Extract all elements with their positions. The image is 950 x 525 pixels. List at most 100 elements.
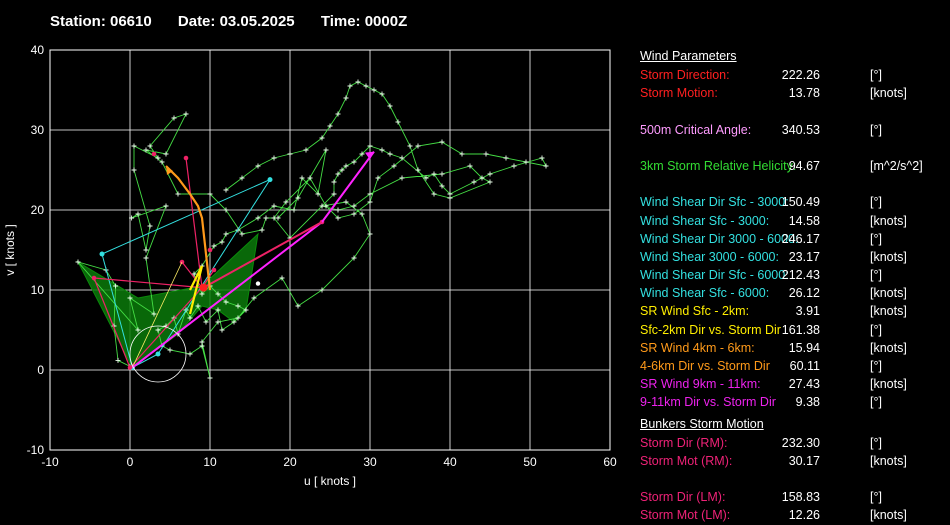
parameter-unit: [knots] — [870, 453, 907, 468]
parameter-unit: [°] — [870, 195, 882, 210]
parameter-row: Storm Motion: 13.78 [knots] — [640, 84, 940, 102]
hodograph-point — [155, 155, 161, 161]
hodograph-point — [215, 307, 221, 313]
parameter-unit: [knots] — [870, 377, 907, 392]
station-label: Station: 06610 — [50, 13, 152, 30]
hodograph-point — [167, 347, 173, 353]
hodograph-point — [351, 255, 357, 261]
hodograph-point — [147, 143, 153, 149]
parameter-label: Storm Mot (RM): — [640, 453, 733, 468]
hodograph-point — [223, 231, 229, 237]
parameter-unit: [knots] — [870, 304, 907, 319]
parameter-unit: [°] — [870, 322, 882, 337]
hodograph-point — [335, 171, 341, 177]
hodograph-point — [483, 151, 489, 157]
bunkers-title: Bunkers Storm Motion — [640, 416, 764, 431]
y-tick-label: 30 — [31, 123, 45, 137]
hodograph-point — [129, 215, 135, 221]
parameter-label: Wind Shear 3000 - 6000: — [640, 249, 779, 264]
parameter-row — [640, 102, 940, 120]
parameter-label: Sfc-2km Dir vs. Storm Dir — [640, 322, 781, 337]
hodograph-point — [115, 357, 121, 363]
hodograph-point — [319, 287, 325, 293]
hodograph-point — [339, 167, 345, 173]
hodograph-point — [347, 83, 353, 89]
hodograph-point — [387, 151, 393, 157]
parameter-unit: [°] — [870, 231, 882, 246]
hodograph-point — [159, 159, 165, 165]
hodograph-point — [231, 319, 237, 325]
storm-line — [93, 277, 203, 289]
hodograph-point — [319, 135, 325, 141]
hodograph-point — [135, 327, 141, 333]
hodograph-point — [143, 247, 149, 253]
x-tick-label: 20 — [283, 455, 297, 469]
parameter-unit: [m^2/s^2] — [870, 158, 923, 173]
hodograph-point — [335, 111, 341, 117]
parameter-value: 14.58 — [788, 213, 820, 228]
parameter-unit: [knots] — [870, 86, 907, 101]
hodograph-point — [543, 163, 549, 169]
hodograph-point — [283, 199, 289, 205]
hodograph-point — [187, 315, 193, 321]
hodograph-point — [223, 207, 229, 213]
hodograph-point — [359, 151, 365, 157]
parameter-row: Wind Shear Dir 3000 - 6000: 246.17 [°] — [640, 230, 940, 248]
hodograph-point — [363, 83, 369, 89]
hodograph-point — [423, 175, 429, 181]
storm-point — [183, 155, 189, 161]
hodograph-point — [207, 191, 213, 197]
hodograph-point — [459, 151, 465, 157]
parameter-row: Storm Mot (RM): 30.17 [knots] — [640, 452, 940, 470]
bunkers-rm-point — [199, 283, 208, 292]
parameter-label: Storm Direction: — [640, 68, 730, 82]
parameter-row: Storm Dir (LM): 158.83 [°] — [640, 488, 940, 506]
circle-marker — [129, 325, 187, 383]
parameter-unit: [°] — [870, 359, 882, 373]
shear-line — [101, 179, 271, 255]
orange-arrowhead — [166, 166, 173, 175]
parameter-unit: [knots] — [870, 340, 907, 355]
orange-vector — [165, 165, 212, 291]
shear-point — [99, 251, 105, 257]
hodograph-point — [131, 143, 137, 149]
parameter-label: 4-6km Dir vs. Storm Dir — [640, 359, 770, 373]
storm-line — [185, 157, 203, 288]
hodograph-point — [113, 283, 119, 289]
parameter-value: 340.53 — [781, 122, 820, 137]
hodograph-point — [487, 171, 493, 177]
x-tick-label: -10 — [41, 455, 59, 469]
y-tick-label: 10 — [31, 283, 45, 297]
hodograph-point — [299, 175, 305, 181]
hodograph-point — [199, 291, 205, 297]
hodograph-point — [187, 351, 193, 357]
hodograph-point — [147, 223, 153, 229]
storm-point — [211, 267, 217, 273]
hodograph-point — [467, 163, 473, 169]
parameter-label: Wind Shear Dir 3000 - 6000: — [640, 231, 799, 246]
shear-line — [101, 253, 133, 368]
hodograph-point — [151, 311, 157, 317]
hodograph-point — [391, 163, 397, 169]
hodograph-point — [439, 183, 445, 189]
hodograph-point — [255, 215, 261, 221]
x-tick-label: 30 — [363, 455, 377, 469]
y-tick-label: 0 — [37, 363, 44, 377]
parameter-row: 9-11km Dir vs. Storm Dir 9.38 [°] — [640, 393, 940, 411]
storm-line — [93, 277, 131, 368]
storm-line — [129, 287, 203, 369]
hodograph-point — [367, 199, 373, 205]
hodograph-point — [303, 147, 309, 153]
x-tick-label: 40 — [443, 455, 457, 469]
hodograph-point — [439, 171, 445, 177]
parameter-row: SR Wind 4km - 6km: 15.94 [knots] — [640, 339, 940, 357]
parameter-unit: [°] — [870, 122, 882, 137]
parameter-unit: [°] — [870, 268, 882, 283]
parameter-value: 30.17 — [788, 453, 820, 468]
hodograph-layers — [75, 79, 549, 383]
parameter-label: Wind Shear Dir Sfc - 6000: — [640, 268, 789, 283]
hodograph-point — [235, 303, 241, 309]
hodograph-point — [215, 319, 221, 325]
parameter-label: 3km Storm Relative Helicity: — [640, 158, 797, 173]
y-axis-label: v [ knots ] — [3, 224, 17, 275]
